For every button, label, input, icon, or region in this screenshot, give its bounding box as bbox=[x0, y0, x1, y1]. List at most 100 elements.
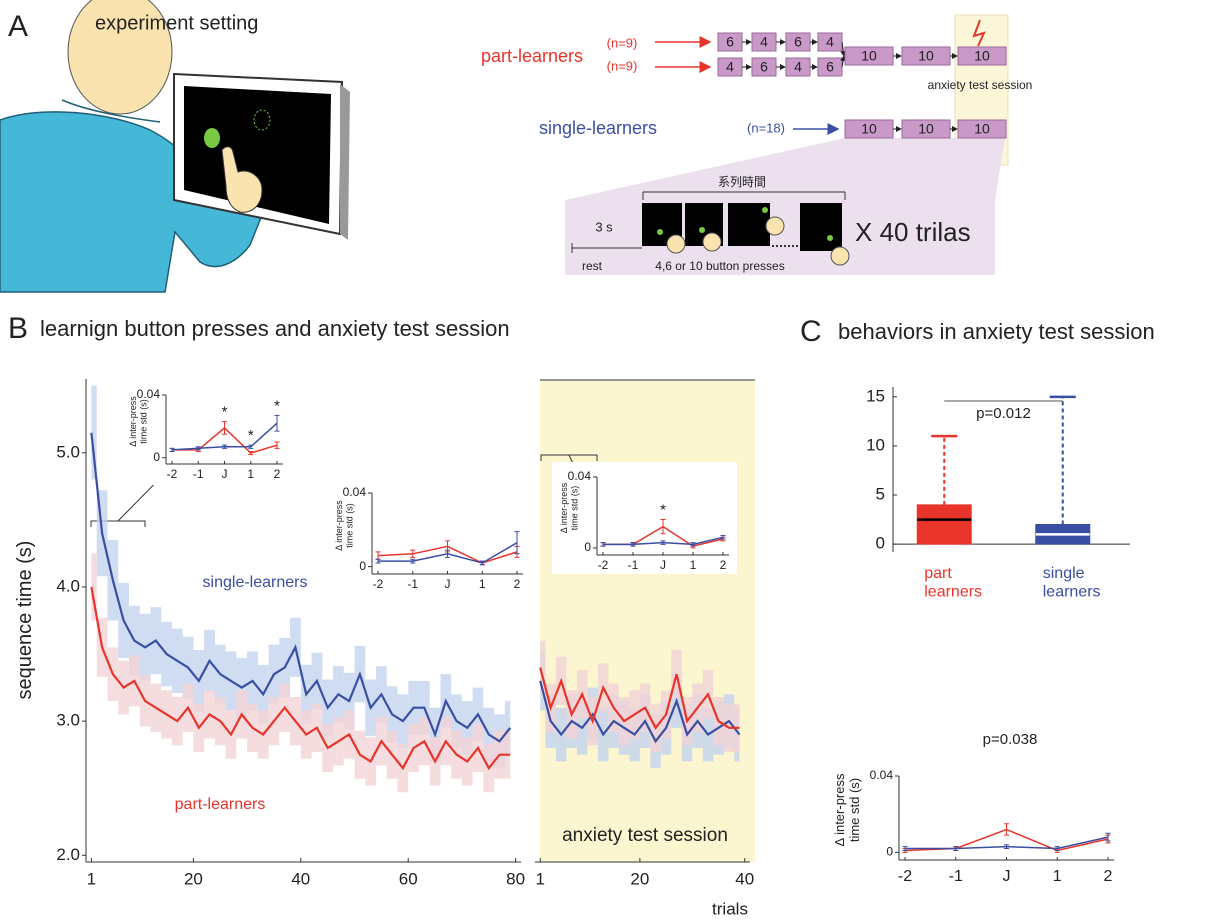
x-tick-label: 1 bbox=[536, 869, 545, 888]
x-tick-label: 40 bbox=[291, 869, 310, 888]
x-tick-label: J bbox=[660, 558, 666, 572]
x-tick-label: -2 bbox=[373, 577, 384, 591]
sequence-length: 4 bbox=[826, 34, 834, 50]
test-label: anxiety test session bbox=[928, 78, 1033, 92]
legend-label: part-learners bbox=[175, 796, 266, 813]
screens bbox=[642, 203, 850, 266]
error-bar bbox=[169, 447, 175, 452]
x-tick-label: J bbox=[222, 467, 228, 481]
error-bar bbox=[902, 846, 908, 851]
error-bar bbox=[222, 444, 227, 449]
session-length: 10 bbox=[974, 121, 990, 137]
y-axis-label: Δ inter-presstime std (s) bbox=[559, 482, 579, 533]
annotation: anxiety test session bbox=[562, 825, 728, 846]
y-tick-label: 0 bbox=[153, 450, 160, 464]
panel-title: experiment setting bbox=[95, 12, 258, 34]
y-tick-label: 0.04 bbox=[870, 768, 894, 782]
repeat-label: X 40 trilas bbox=[855, 217, 971, 247]
panel-label: A bbox=[8, 10, 28, 43]
std-band bbox=[91, 553, 97, 621]
test-region bbox=[540, 380, 755, 862]
illustration bbox=[0, 0, 350, 293]
error-bar bbox=[479, 560, 485, 566]
significance-mark: * bbox=[274, 397, 280, 414]
error-bar bbox=[953, 846, 959, 851]
x-tick-label: J bbox=[445, 577, 451, 591]
sequence-length: 6 bbox=[726, 34, 734, 50]
error-bar bbox=[690, 542, 696, 547]
error-bar bbox=[720, 535, 726, 540]
arrow bbox=[840, 55, 847, 68]
legend-label: single-learners bbox=[203, 574, 308, 591]
y-tick-label: 0 bbox=[584, 540, 591, 554]
panel-label: C bbox=[800, 315, 822, 348]
error-bar bbox=[195, 446, 201, 451]
x-tick-label: -2 bbox=[598, 558, 609, 572]
x-axis-label: trials bbox=[712, 899, 748, 918]
x-tick-label: -2 bbox=[167, 467, 178, 481]
group-n: (n=9) bbox=[607, 58, 638, 73]
sequence-length: 4 bbox=[726, 59, 734, 75]
x-tick-label: 2 bbox=[274, 467, 281, 481]
y-tick-label: 5.0 bbox=[56, 442, 80, 461]
box bbox=[916, 504, 972, 545]
x-tick-label: part learners bbox=[924, 565, 982, 600]
error-bar bbox=[600, 542, 606, 547]
error-bar bbox=[248, 444, 254, 449]
sequence-length: 6 bbox=[794, 34, 802, 50]
significance-mark: * bbox=[660, 502, 666, 519]
significance-mark: * bbox=[222, 404, 228, 421]
x-tick-label: -1 bbox=[628, 558, 639, 572]
error-bar bbox=[1004, 823, 1009, 836]
rest-duration: 3 s bbox=[595, 219, 613, 234]
x-tick-label: 20 bbox=[184, 869, 203, 888]
std-band bbox=[91, 385, 97, 480]
std-band bbox=[540, 640, 546, 695]
series-line bbox=[90, 432, 512, 743]
y-tick-label: 0 bbox=[359, 559, 366, 573]
y-axis-label: sequence time (s) bbox=[14, 541, 36, 700]
sequence-length: 6 bbox=[826, 59, 834, 75]
error-bar bbox=[375, 558, 381, 564]
inset-background bbox=[340, 478, 530, 593]
group-n: (n=18) bbox=[747, 120, 785, 135]
annotation: p=0.012 bbox=[976, 405, 1031, 422]
y-tick-label: 2.0 bbox=[56, 845, 80, 864]
sequence-length: 4 bbox=[760, 34, 768, 50]
y-tick-label: 0.04 bbox=[343, 485, 367, 499]
x-tick-label: 1 bbox=[247, 467, 254, 481]
panel-title: learnign button presses and anxiety test… bbox=[40, 316, 510, 341]
x-tick-label: 20 bbox=[630, 869, 649, 888]
x-tick-label: 1 bbox=[690, 558, 697, 572]
rest-label: rest bbox=[582, 259, 603, 273]
error-bar bbox=[514, 531, 520, 555]
session-length: 10 bbox=[918, 121, 934, 137]
panel-title: behaviors in anxiety test session bbox=[838, 319, 1155, 344]
session-block bbox=[957, 119, 1007, 139]
y-axis-label: Δ inter-presstime std (s) bbox=[832, 773, 862, 846]
y-tick-label: 4.0 bbox=[56, 576, 80, 595]
y-axis-label: Δ inter-presstime std (s) bbox=[128, 396, 148, 447]
x-tick-label: -1 bbox=[407, 577, 418, 591]
error-bar bbox=[222, 421, 227, 435]
error-bar bbox=[410, 558, 416, 564]
x-tick-label: 60 bbox=[399, 869, 418, 888]
x-tick-label: 80 bbox=[506, 869, 525, 888]
error-bar bbox=[630, 542, 636, 547]
error-bar bbox=[274, 441, 280, 449]
arrow bbox=[840, 41, 847, 57]
x-tick-label: -1 bbox=[949, 868, 963, 885]
y-axis-label: Δ inter-presstime std (s) bbox=[334, 500, 354, 551]
x-tick-label: J bbox=[1003, 868, 1011, 885]
trial-panel bbox=[565, 138, 1005, 275]
group-n: (n=9) bbox=[607, 35, 638, 50]
y-tick-label: 10 bbox=[866, 435, 885, 454]
y-tick-label: 15 bbox=[866, 386, 885, 405]
series-line bbox=[90, 586, 511, 771]
x-tick-label: -2 bbox=[898, 868, 912, 885]
error-bar bbox=[1105, 832, 1111, 842]
series-line bbox=[539, 680, 741, 744]
x-tick-label: 1 bbox=[479, 577, 486, 591]
